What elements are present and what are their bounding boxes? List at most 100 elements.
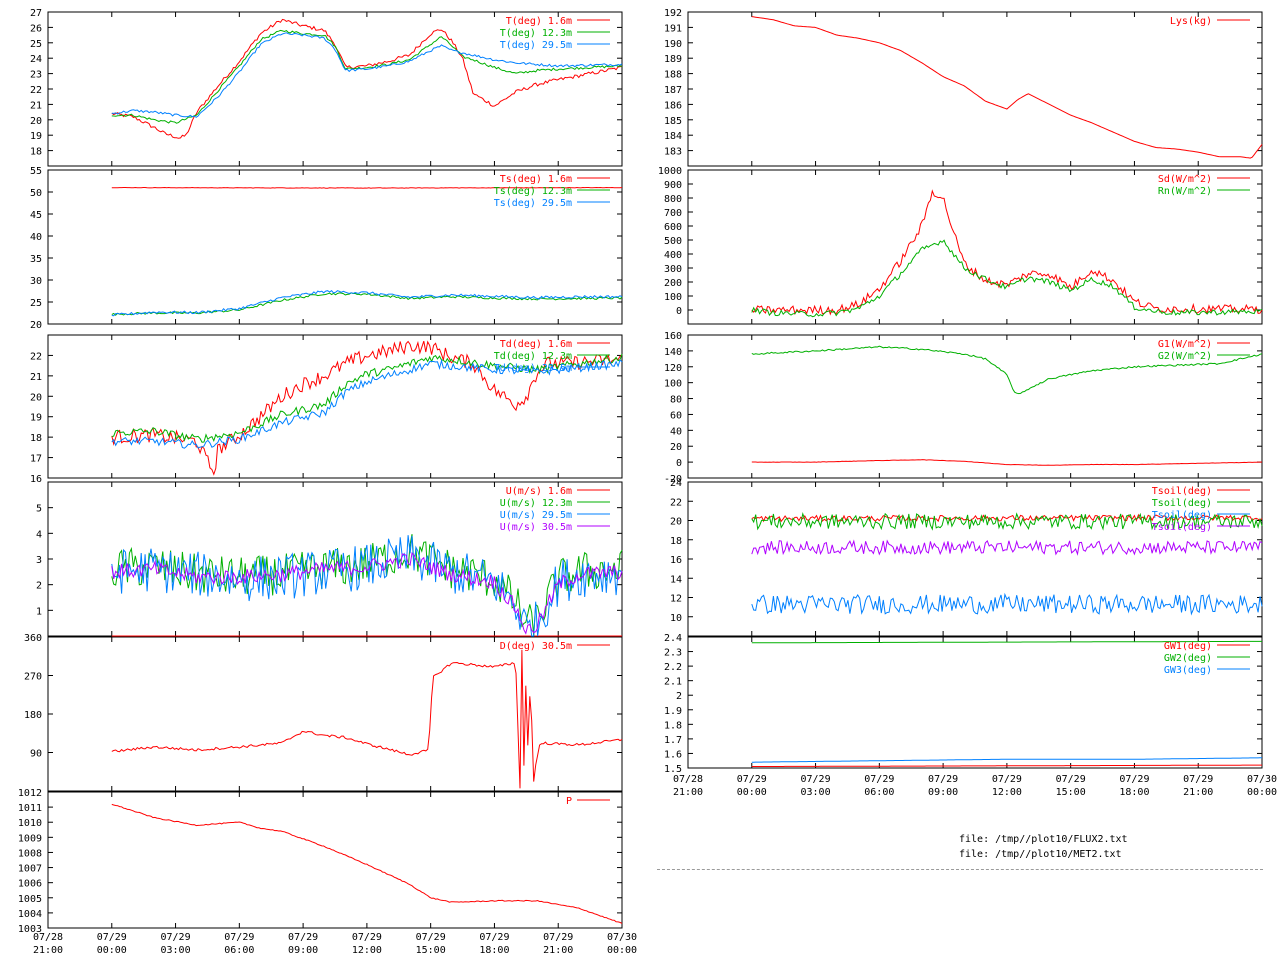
x-tick-label-date: 07/30 [1247,774,1277,785]
y-tick-label: 14 [670,574,682,585]
y-tick-label: 184 [664,131,682,142]
x-tick-label-time: 15:00 [1056,787,1086,798]
y-tick-label: 26 [30,23,42,34]
x-tick-label-date: 07/29 [416,932,446,943]
y-tick-label: 1012 [18,788,42,799]
legend-label: D(deg) 30.5m [500,641,572,652]
y-tick-label: 90 [30,749,42,760]
y-tick-label: 2.4 [664,633,682,644]
series-line [751,640,1262,644]
y-tick-label: 20 [670,442,682,453]
legend-label: G2(W/m^2) [1158,351,1212,362]
panel-frame [687,169,1263,325]
y-tick-label: 0 [676,306,682,317]
y-tick-label: -20 [664,474,682,485]
series-line [751,459,1263,466]
series-line [751,539,1263,556]
y-tick-label: 5 [36,504,42,515]
series-line [751,16,1263,159]
panel-frame [47,636,623,792]
series-line [751,189,1263,316]
legend-label: GW2(deg) [1164,653,1212,664]
x-tick-label-time: 12:00 [992,787,1022,798]
legend-label: U(m/s) 12.3m [500,498,572,509]
legend-label: T(deg) 12.3m [500,28,572,39]
x-tick-label-time: 06:00 [224,945,254,956]
y-tick-label: 2.3 [664,648,682,659]
y-tick-label: 22 [30,85,42,96]
y-tick-label: 27 [30,8,42,19]
y-tick-label: 1008 [18,848,42,859]
y-tick-label: 19 [30,413,42,424]
y-tick-label: 1.9 [664,706,682,717]
y-tick-label: 187 [664,85,682,96]
series-line [751,757,1262,763]
series-line [111,803,623,924]
panel-frame [47,791,623,929]
y-tick-label: 1.7 [664,735,682,746]
y-tick-label: 16 [670,555,682,566]
y-tick-label: 55 [30,166,42,177]
legend-label: Ts(deg) 1.6m [500,174,572,185]
y-tick-label: 500 [664,236,682,247]
x-tick-label-date: 07/29 [1056,774,1086,785]
y-tick-label: 1 [36,606,42,617]
y-tick-label: 600 [664,222,682,233]
y-tick-label: 2 [676,691,682,702]
y-tick-label: 2.2 [664,662,682,673]
y-tick-label: 360 [24,633,42,644]
y-tick-label: 35 [30,254,42,265]
series-line [111,32,623,118]
panel-frame [47,334,623,479]
x-tick-label-time: 21:00 [543,945,573,956]
y-tick-label: 0 [676,458,682,469]
y-tick-label: 1010 [18,818,42,829]
legend-label: U(m/s) 1.6m [506,486,572,497]
x-tick-label-time: 06:00 [864,787,894,798]
y-tick-label: 40 [30,232,42,243]
y-tick-label: 45 [30,210,42,221]
legend-label: U(m/s) 30.5m [500,522,572,533]
legend-label: T(deg) 1.6m [506,16,572,27]
file-note-met: file: /tmp//plot10/MET2.txt [959,849,1122,860]
series-line [111,292,623,316]
y-tick-label: 22 [30,351,42,362]
x-tick-label-date: 07/29 [928,774,958,785]
y-tick-label: 140 [664,347,682,358]
y-tick-label: 20 [30,320,42,331]
legend-label: Rn(W/m^2) [1158,186,1212,197]
x-tick-label-time: 00:00 [1247,787,1277,798]
x-tick-label-date: 07/29 [97,932,127,943]
x-tick-label-time: 18:00 [479,945,509,956]
y-tick-label: 4 [36,529,42,540]
y-tick-label: 185 [664,116,682,127]
y-tick-label: 192 [664,8,682,19]
y-tick-label: 200 [664,278,682,289]
y-tick-label: 23 [30,70,42,81]
y-tick-label: 3 [36,555,42,566]
y-tick-label: 160 [664,331,682,342]
x-tick-label-date: 07/29 [1119,774,1149,785]
y-tick-label: 24 [670,478,682,489]
x-tick-label-date: 07/28 [673,774,703,785]
legend-label: GW3(deg) [1164,665,1212,676]
x-tick-label-time: 21:00 [1183,787,1213,798]
legend-label: Tsoil(deg) [1152,486,1212,497]
y-tick-label: 12 [670,594,682,605]
x-tick-label-time: 03:00 [801,787,831,798]
series-line [111,353,623,443]
y-tick-label: 18 [30,433,42,444]
x-tick-label-date: 07/29 [479,932,509,943]
y-tick-label: 191 [664,23,682,34]
legend-label: Sd(W/m^2) [1158,174,1212,185]
legend-label: U(m/s) 29.5m [500,510,572,521]
y-tick-label: 190 [664,39,682,50]
x-tick-label-date: 07/28 [33,932,63,943]
divider-line [657,869,1263,870]
series-line [111,340,623,476]
legend-label: Td(deg) 29.5m [494,363,572,374]
legend-label: GW1(deg) [1164,641,1212,652]
y-tick-label: 300 [664,264,682,275]
y-tick-label: 2.1 [664,677,682,688]
